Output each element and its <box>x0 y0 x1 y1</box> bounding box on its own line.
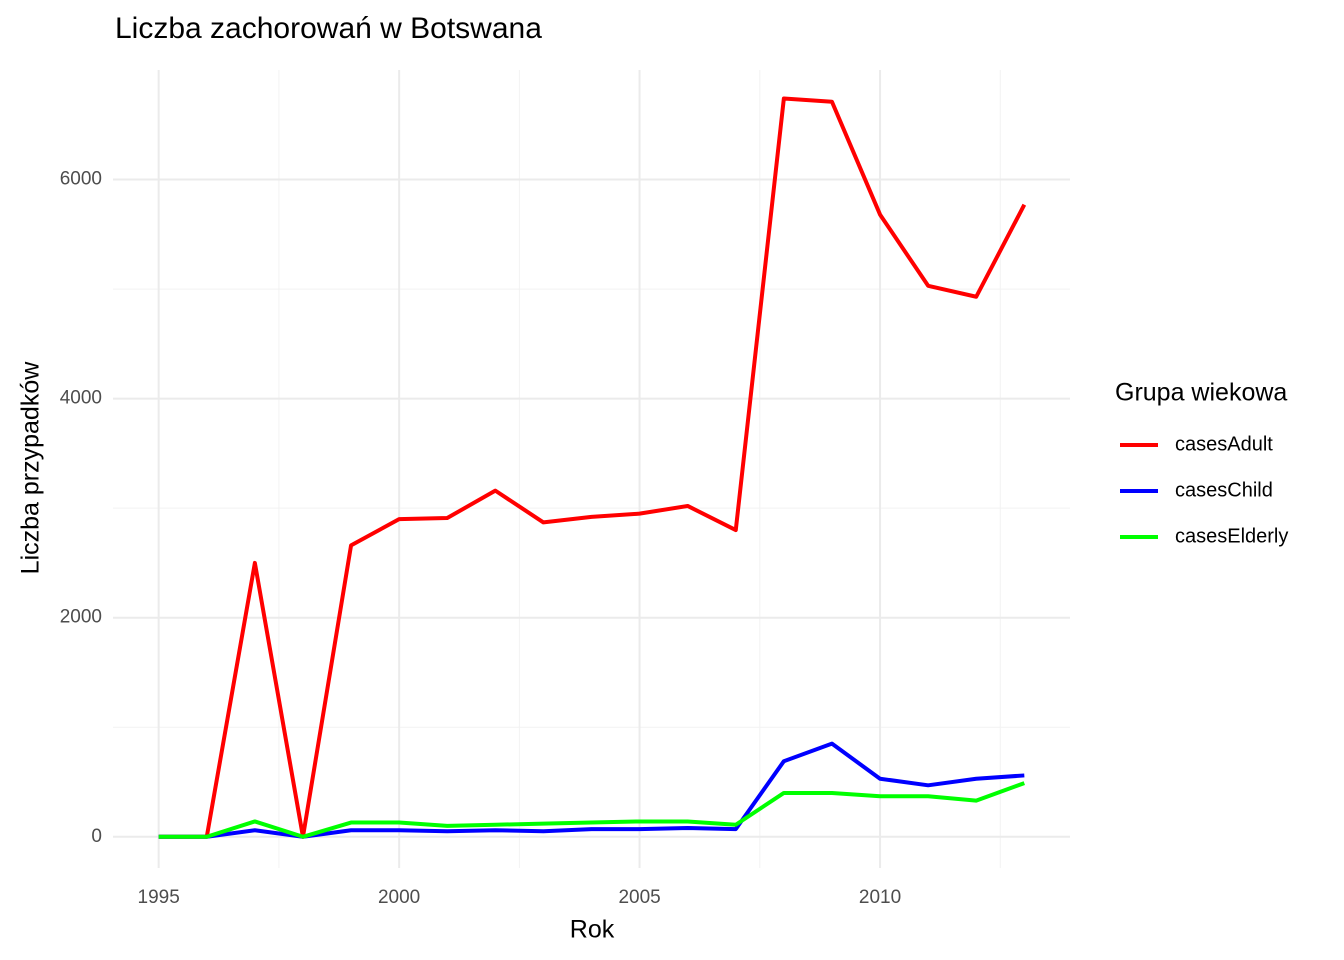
legend-title: Grupa wiekowa <box>1115 379 1287 407</box>
y-tick-label: 6000 <box>60 169 102 190</box>
x-axis-label: Rok <box>570 916 615 944</box>
line-series <box>158 96 1027 839</box>
x-tick-label: 2000 <box>378 887 420 908</box>
x-tick-label: 1995 <box>138 887 180 908</box>
x-tick-label: 2010 <box>859 887 901 908</box>
legend-label: casesAdult <box>1175 433 1273 455</box>
line-series <box>158 781 1025 839</box>
legend-label: casesElderly <box>1175 525 1288 547</box>
legend-label: casesChild <box>1175 479 1273 501</box>
y-tick-label: 2000 <box>60 607 102 628</box>
chart-title: Liczba zachorowań w Botswana <box>115 12 542 45</box>
y-axis-label: Liczba przypadków <box>17 361 45 575</box>
y-tick-label: 0 <box>91 826 102 847</box>
x-tick-label: 2005 <box>618 887 660 908</box>
y-tick-label: 4000 <box>60 388 102 409</box>
